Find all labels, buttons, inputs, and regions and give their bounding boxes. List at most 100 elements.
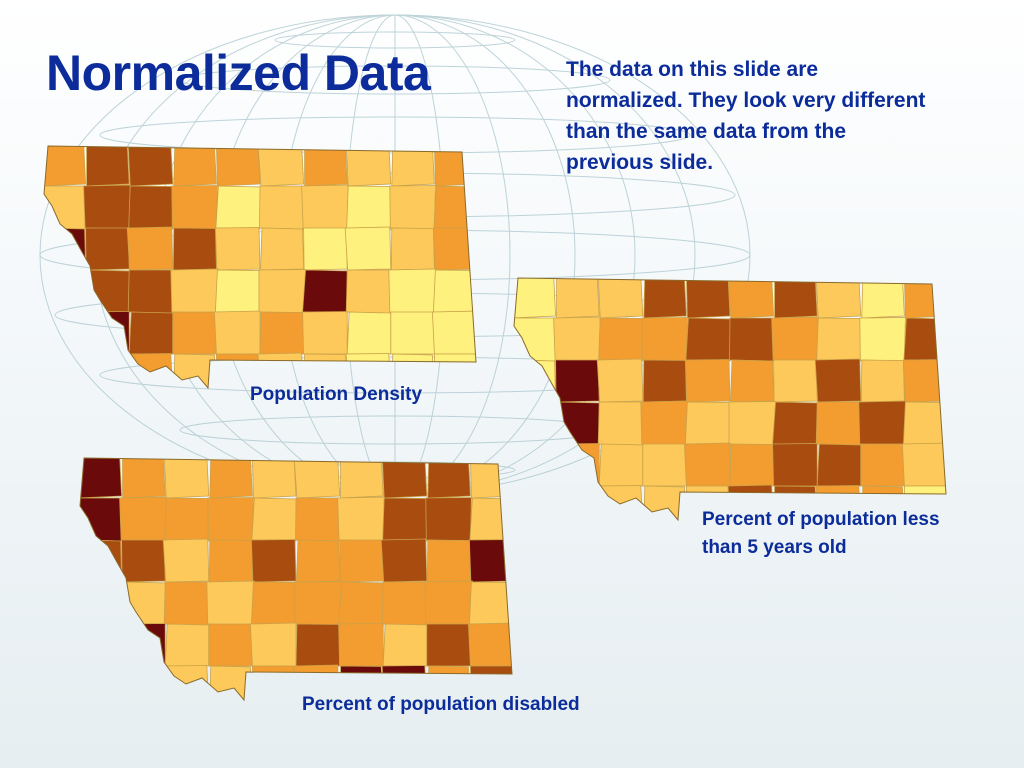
county-under5-4-1 — [554, 443, 600, 487]
county-under5-3-3 — [640, 400, 689, 447]
county-density-4-8 — [390, 311, 435, 355]
county-disabled-1-2 — [164, 497, 211, 542]
county-density-2-9 — [432, 227, 476, 271]
county-density-4-4 — [213, 310, 261, 355]
county-disabled-1-6 — [337, 496, 385, 542]
caption-under-5: Percent of population less than 5 years … — [702, 509, 940, 558]
county-group — [514, 278, 946, 520]
county-under5-0-7 — [815, 278, 862, 319]
county-disabled-1-4 — [251, 497, 298, 542]
county-density-2-5 — [260, 227, 305, 271]
county-disabled-4-9 — [467, 622, 512, 667]
county-under5-1-4 — [685, 317, 732, 362]
county-under5-2-8 — [860, 359, 905, 403]
caption-population-density: Population Density — [250, 384, 423, 405]
county-density-0-8 — [391, 146, 435, 187]
county-under5-4-6 — [772, 443, 818, 487]
county-disabled-2-8 — [426, 539, 471, 583]
county-density-4-6 — [302, 311, 348, 355]
county-disabled-4-5 — [295, 623, 341, 667]
county-disabled-3-9 — [468, 581, 512, 627]
county-under5-4-8 — [860, 443, 905, 487]
county-density-3-4 — [214, 269, 263, 315]
county-density-4-7 — [346, 311, 392, 355]
county-disabled-0-5 — [293, 458, 341, 499]
county-under5-2-9 — [902, 359, 946, 403]
county-density-5-1 — [86, 353, 130, 388]
county-disabled-2-7 — [380, 538, 428, 583]
county-under5-0-2 — [597, 278, 644, 319]
county-disabled-0-6 — [340, 458, 384, 499]
county-under5-3-7 — [815, 401, 864, 447]
county-disabled-3-7 — [381, 581, 430, 627]
county-disabled-2-4 — [250, 539, 297, 583]
county-under5-2-7 — [814, 358, 862, 403]
county-disabled-3-0 — [80, 581, 125, 627]
county-under5-3-4 — [684, 401, 733, 447]
county-disabled-2-2 — [162, 538, 210, 583]
county-disabled-1-1 — [119, 496, 167, 542]
county-disabled-0-8 — [427, 458, 471, 499]
county-under5-1-7 — [816, 317, 863, 362]
state-border-disabled — [79, 457, 513, 702]
county-disabled-0-0 — [80, 458, 123, 499]
county-density-2-7 — [344, 226, 392, 271]
county-under5-1-6 — [771, 316, 819, 362]
county-density-1-8 — [389, 185, 436, 230]
county-under5-4-7 — [816, 443, 862, 487]
county-density-2-4 — [214, 227, 261, 271]
montana-map-population-density — [43, 145, 477, 390]
county-under5-0-4 — [685, 278, 731, 319]
county-group — [44, 146, 476, 388]
county-density-4-5 — [259, 311, 305, 355]
county-density-2-6 — [303, 227, 348, 271]
county-group — [80, 458, 512, 700]
county-density-3-7 — [345, 269, 394, 315]
county-density-0-5 — [257, 146, 305, 187]
county-density-4-9 — [431, 310, 476, 355]
county-density-4-0 — [44, 311, 86, 355]
county-disabled-1-5 — [295, 497, 342, 542]
county-disabled-0-1 — [122, 458, 166, 499]
county-disabled-3-3 — [206, 580, 255, 627]
county-disabled-4-0 — [80, 623, 122, 667]
county-disabled-3-8 — [424, 580, 473, 627]
county-disabled-0-7 — [381, 458, 428, 499]
county-under5-0-1 — [556, 278, 600, 319]
county-under5-4-9 — [901, 442, 946, 487]
county-under5-3-8 — [858, 400, 907, 447]
county-density-1-0 — [44, 185, 88, 230]
county-density-3-3 — [170, 268, 219, 315]
county-density-0-7 — [345, 146, 392, 187]
county-density-1-5 — [259, 185, 306, 230]
county-under5-4-3 — [642, 443, 687, 487]
county-disabled-4-7 — [382, 623, 428, 667]
county-disabled-2-3 — [208, 539, 253, 583]
county-under5-5-0 — [514, 484, 557, 520]
county-density-2-3 — [172, 227, 217, 271]
county-under5-3-5 — [728, 401, 777, 447]
county-density-0-2 — [127, 146, 174, 187]
county-density-1-1 — [83, 184, 131, 230]
county-density-4-3 — [172, 311, 217, 355]
page-title: Normalized Data — [46, 45, 431, 101]
county-disabled-1-9 — [469, 497, 512, 542]
county-density-2-1 — [85, 227, 130, 271]
county-under5-1-0 — [514, 317, 558, 362]
county-disabled-3-4 — [250, 581, 299, 627]
county-under5-2-1 — [555, 359, 600, 403]
county-disabled-1-7 — [382, 497, 429, 542]
county-under5-0-8 — [861, 278, 905, 319]
county-density-4-1 — [84, 311, 130, 355]
county-under5-0-3 — [643, 278, 687, 319]
county-disabled-4-6 — [338, 623, 384, 667]
county-density-3-5 — [258, 269, 307, 315]
state-border-density — [43, 145, 477, 390]
county-disabled-2-9 — [468, 539, 512, 583]
county-under5-4-4 — [683, 442, 731, 487]
county-disabled-3-5 — [294, 581, 343, 627]
county-under5-0-5 — [727, 278, 775, 319]
county-disabled-4-4 — [249, 622, 297, 667]
county-disabled-5-1 — [122, 665, 166, 700]
county-density-4-2 — [128, 311, 174, 355]
